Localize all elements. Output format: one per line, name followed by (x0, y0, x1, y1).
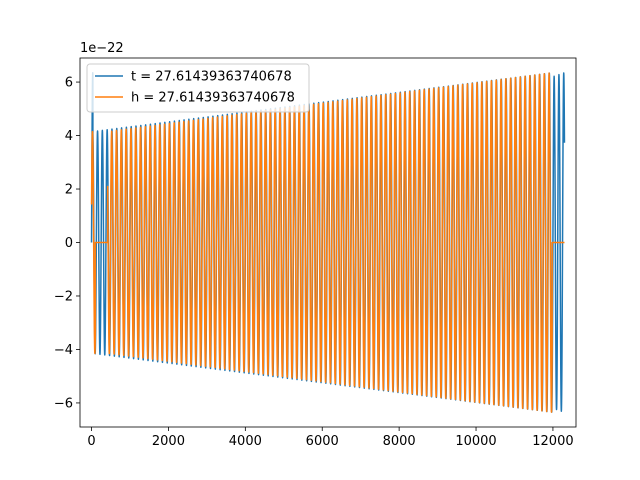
x-tick-label: 4000 (229, 434, 262, 449)
legend-frame (86, 63, 310, 113)
x-tick-label: 10000 (455, 434, 496, 449)
y-tick-label: 6 (65, 76, 73, 91)
x-tick-label: 8000 (383, 434, 416, 449)
x-axis: 0 2000 4000 6000 8000 10000 12000 (87, 427, 574, 449)
x-tick-label: 2000 (152, 434, 185, 449)
legend-label-t: t = 27.61439363740678 (131, 70, 292, 85)
y-offset-label: 1e−22 (80, 41, 124, 56)
legend: t = 27.61439363740678 h = 27.61439363740… (86, 63, 310, 113)
y-tick-label: −2 (54, 289, 73, 304)
x-tick-label: 12000 (532, 434, 573, 449)
y-tick-label: −6 (54, 396, 73, 411)
x-tick-label: 6000 (306, 434, 339, 449)
y-tick-label: −4 (54, 343, 73, 358)
y-tick-label: 0 (65, 236, 73, 251)
y-tick-label: 4 (65, 129, 73, 144)
y-axis: −6 −4 −2 0 2 4 6 (54, 76, 80, 411)
y-tick-label: 2 (65, 183, 73, 198)
legend-label-h: h = 27.61439363740678 (131, 91, 295, 106)
series-layer (90, 72, 566, 413)
x-tick-label: 0 (87, 434, 95, 449)
series-line-h (90, 72, 566, 413)
